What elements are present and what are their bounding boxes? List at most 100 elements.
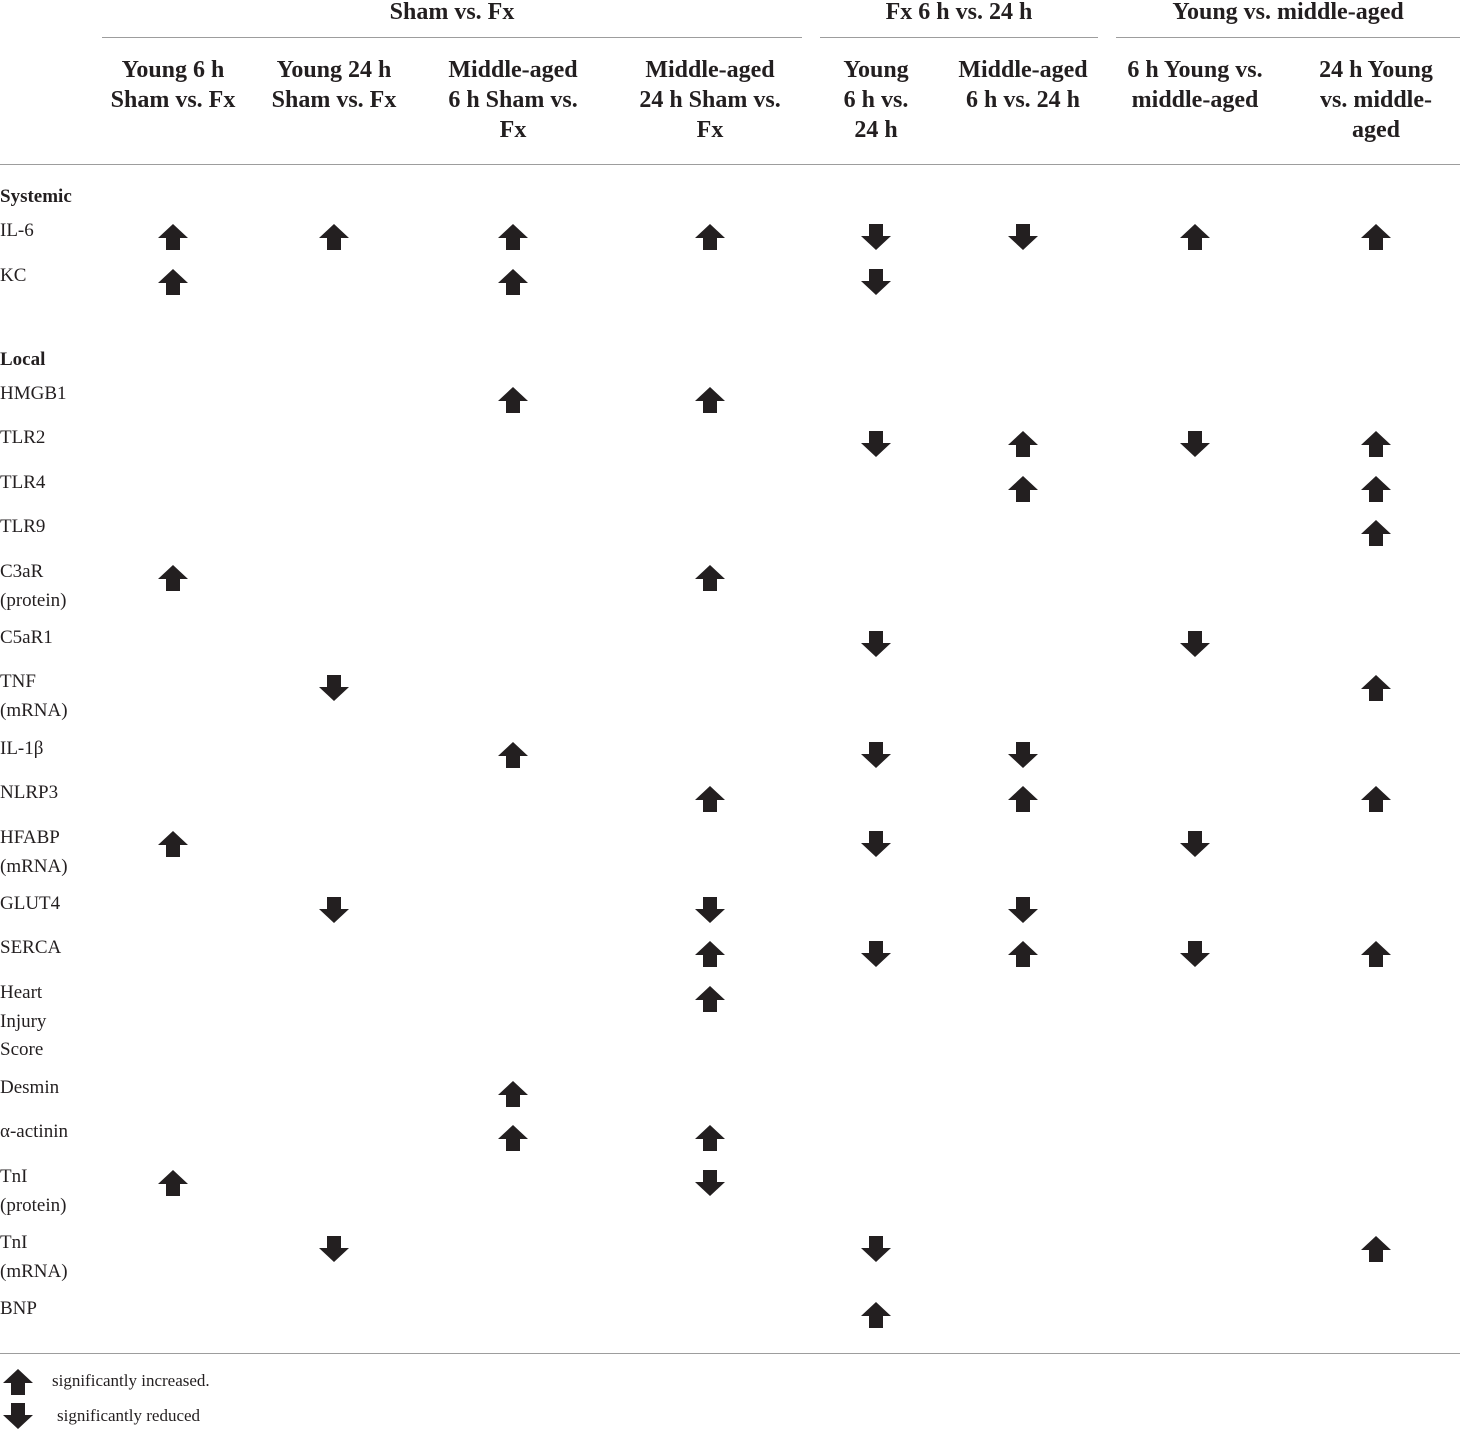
arrow-up-icon [1360,785,1392,813]
arrow-down-icon [1179,630,1211,658]
arrow-down-icon [318,674,350,702]
row-label: SERCA [0,934,61,963]
group-header-young-vs-middle-aged: Young vs. middle-aged [1172,0,1404,25]
column-header: 6 h Young vs. middle-aged [1110,55,1280,115]
arrow-down-icon [318,896,350,924]
column-header-line: middle-aged [1131,87,1259,113]
row-label: Desmin [0,1074,59,1103]
arrow-up-icon [1179,223,1211,251]
group-rule-young-vs-middle-aged [1116,37,1460,38]
arrow-up-icon [157,1169,189,1197]
column-header-line: Fx [499,117,527,143]
arrow-down-icon [860,830,892,858]
column-header-line: Young 24 h [276,57,392,83]
column-header-line: 24 h [854,117,898,143]
column-header-line: 6 h Sham vs. [448,87,578,113]
row-label: GLUT4 [0,890,60,919]
arrow-up-icon [1007,430,1039,458]
arrow-up-icon [318,223,350,251]
row-label: TNF (mRNA) [0,668,68,725]
row-label: Heart Injury Score [0,979,46,1065]
row-label: HMGB1 [0,380,67,409]
arrow-up-icon [497,741,529,769]
row-label: TLR9 [0,513,45,542]
row-label: α-actinin [0,1118,68,1147]
arrow-up-icon [1360,674,1392,702]
arrow-up-icon [1360,519,1392,547]
legend-down-arrow-icon [2,1402,34,1430]
arrow-up-icon [157,268,189,296]
row-label: TLR4 [0,469,45,498]
arrow-up-icon [497,386,529,414]
arrow-up-icon [157,223,189,251]
row-label-line: TnI [0,1166,28,1187]
group-header-sham-vs-fx: Sham vs. Fx [389,0,515,25]
arrow-up-icon [694,940,726,968]
column-header-line: 24 h Sham vs. [639,87,781,113]
row-label-line: BNP [0,1298,37,1319]
arrow-down-icon [1007,741,1039,769]
row-label-line: SERCA [0,937,62,958]
column-header-line: Middle-aged [448,57,578,83]
row-label-line: TnI [0,1232,28,1253]
arrow-down-icon [860,1235,892,1263]
arrow-up-icon [1007,785,1039,813]
column-header: 24 h Young vs. middle-aged [1301,55,1451,145]
row-label-line: Heart [0,982,43,1003]
row-label-line: α-actinin [0,1121,68,1142]
arrow-down-icon [1179,430,1211,458]
arrow-down-icon [694,896,726,924]
group-rule-sham-vs-fx [102,37,802,38]
column-header-line: Young [843,57,909,83]
arrow-down-icon [860,268,892,296]
column-header-line: Young 6 h [121,57,225,83]
row-label-line: HMGB1 [0,383,67,404]
arrow-up-icon [694,1124,726,1152]
column-header: Middle-aged 6 h vs. 24 h [948,55,1098,115]
column-header-line: Middle-aged [958,57,1088,83]
arrow-up-icon [1007,940,1039,968]
arrow-up-icon [497,268,529,296]
row-label: HFABP (mRNA) [0,824,68,881]
row-label: KC [0,262,26,291]
column-header-line: Middle-aged [645,57,775,83]
column-header: Young 6 h vs. 24 h [821,55,931,145]
column-header-line: 6 h vs. [843,87,909,113]
column-header-line: vs. middle- [1319,87,1432,113]
row-label-line: GLUT4 [0,893,61,914]
header-bottom-rule [0,164,1460,165]
row-label: TLR2 [0,424,45,453]
row-label: BNP [0,1295,37,1324]
row-label-line: C3aR [0,561,44,582]
arrow-up-icon [497,223,529,251]
arrow-down-icon [694,1169,726,1197]
arrow-up-icon [1360,475,1392,503]
table-bottom-rule [0,1353,1460,1354]
arrow-down-icon [1179,940,1211,968]
arrow-down-icon [1007,223,1039,251]
arrow-up-icon [157,564,189,592]
arrow-up-icon [860,1301,892,1329]
group-header-fx-6h-vs-24h: Fx 6 h vs. 24 h [885,0,1033,25]
row-label: C3aR (protein) [0,558,66,615]
section-title-systemic: Systemic [0,186,72,207]
row-label-line: (mRNA) [0,699,68,721]
arrow-down-icon [860,741,892,769]
arrow-up-icon [694,223,726,251]
legend-down-text: significantly reduced [57,1406,201,1425]
arrow-up-icon [1360,1235,1392,1263]
column-header-line: aged [1352,117,1400,143]
arrow-down-icon [318,1235,350,1263]
arrow-up-icon [1360,430,1392,458]
row-label-line: IL-6 [0,220,34,241]
row-label: TnI (mRNA) [0,1229,68,1286]
column-header-line: 6 h Young vs. [1127,57,1263,83]
row-label-line: Score [0,1039,44,1060]
row-label: TnI (protein) [0,1163,66,1220]
column-header: Middle-aged 24 h Sham vs. Fx [625,55,795,145]
row-label: IL-1β [0,735,43,764]
column-header-line: Fx [696,117,724,143]
row-label-line: Desmin [0,1077,60,1098]
row-label-line: TLR2 [0,427,46,448]
row-label-line: (protein) [0,1194,67,1216]
